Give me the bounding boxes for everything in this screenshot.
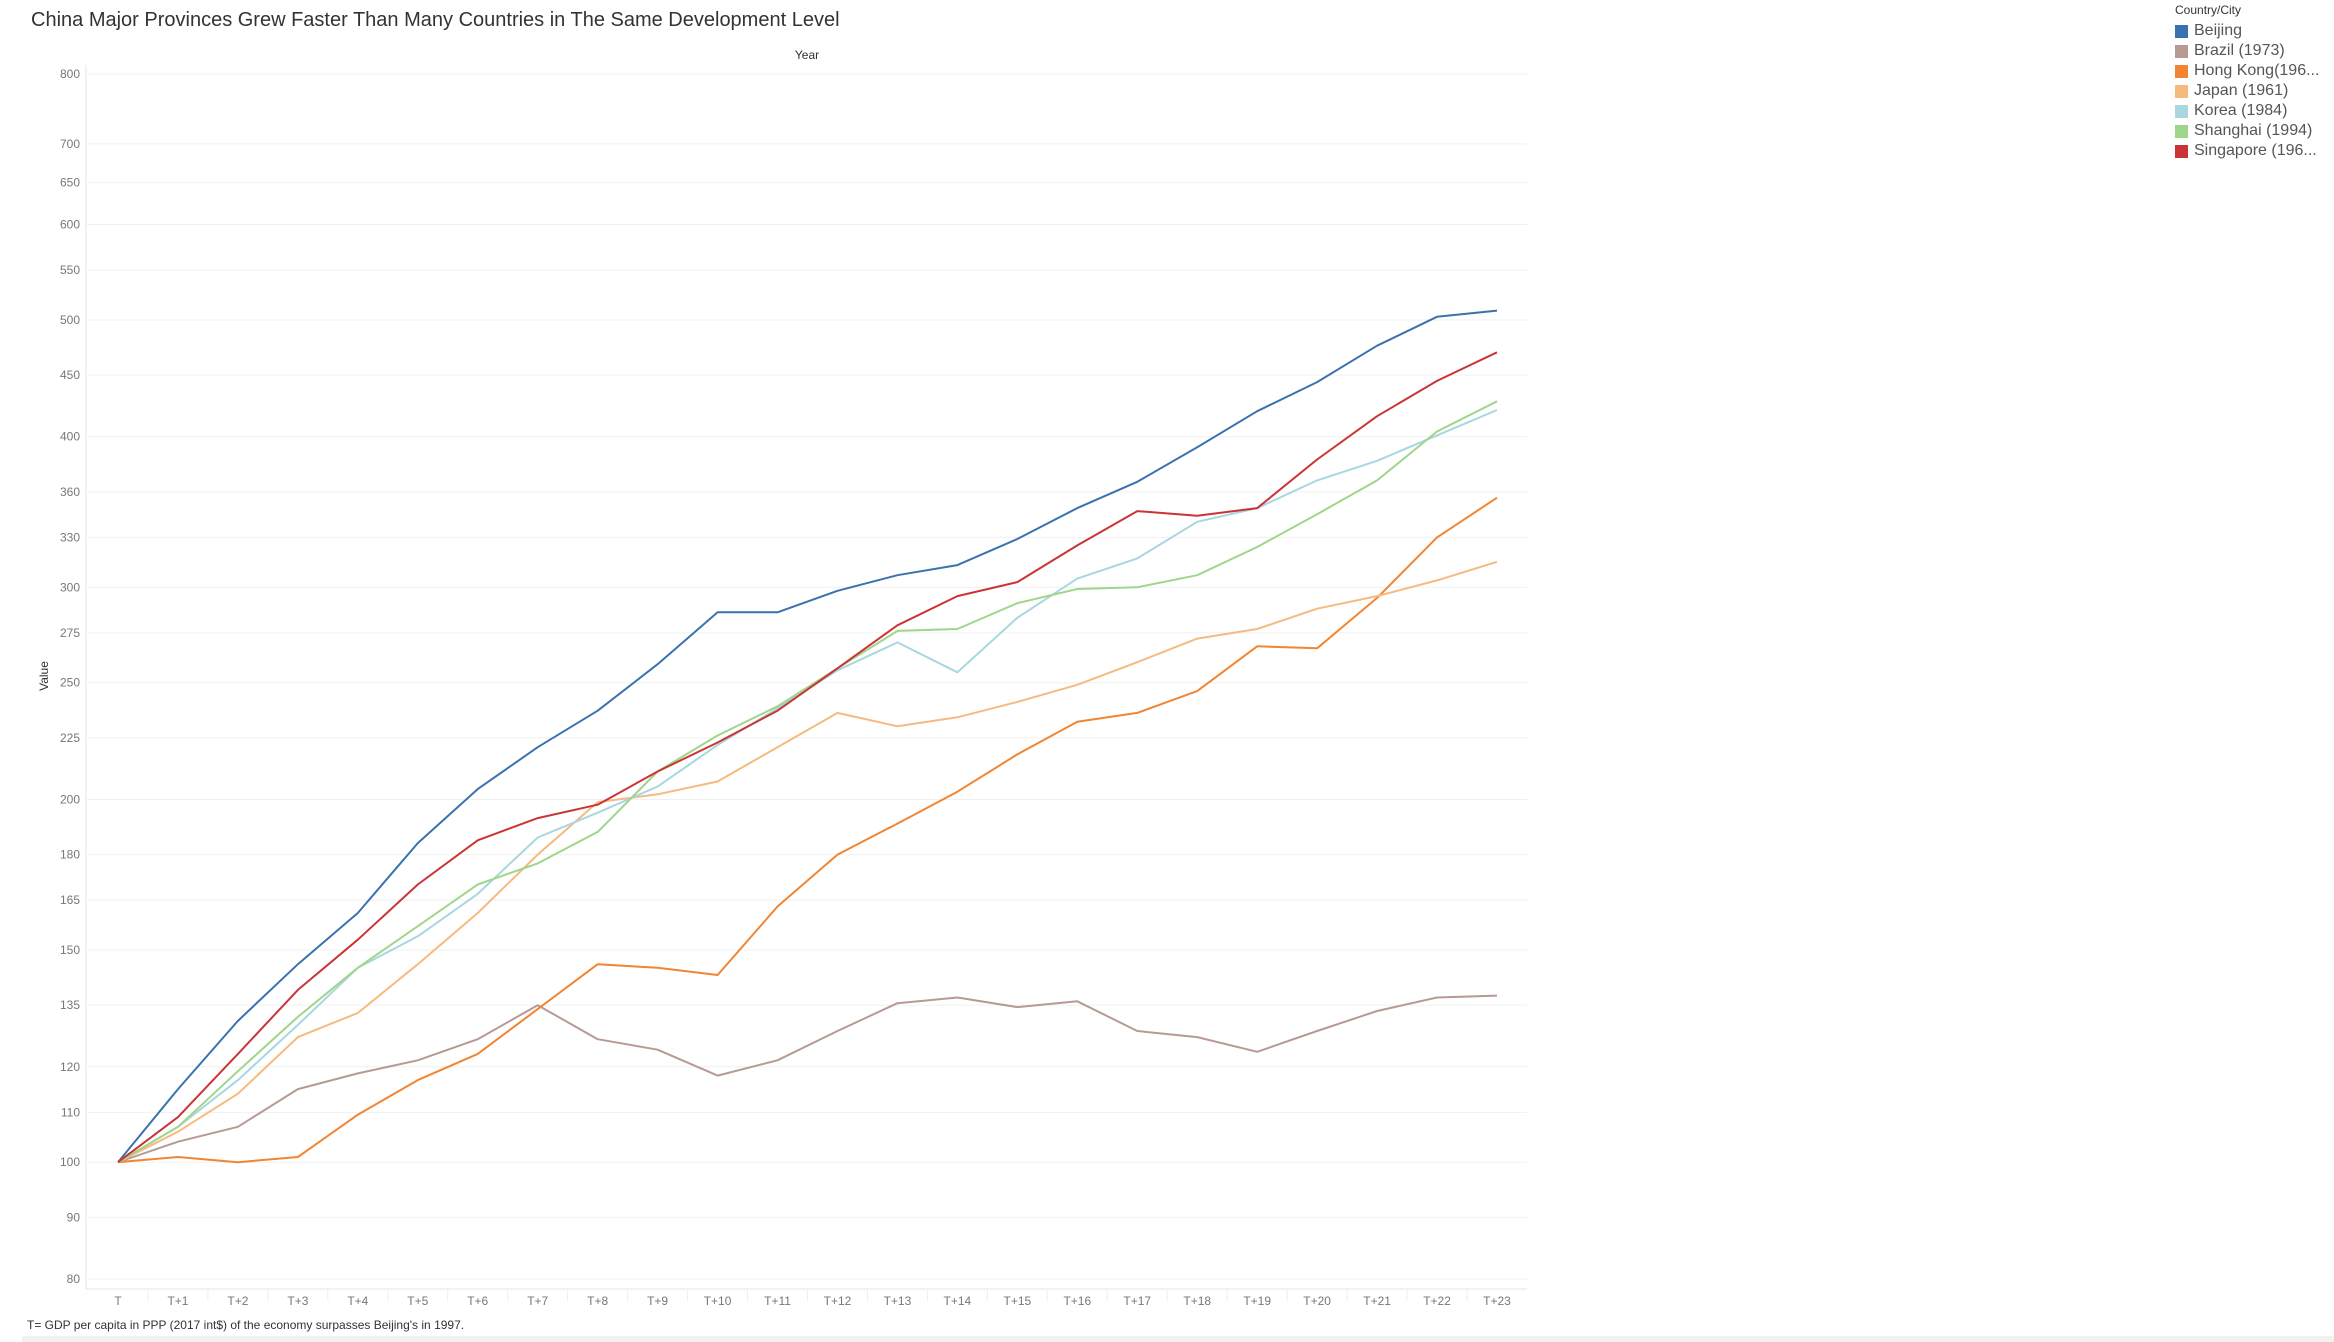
legend-swatch xyxy=(2175,104,2188,118)
x-tick-label: T+23 xyxy=(1483,1294,1511,1308)
x-tick-label: T+17 xyxy=(1123,1294,1151,1308)
x-axis-label: Year xyxy=(795,48,819,62)
y-tick-label: 500 xyxy=(60,313,80,327)
series-line-shanghai-1994[interactable] xyxy=(117,400,1498,1164)
series-line-japan-1961[interactable] xyxy=(117,560,1498,1164)
legend-label: Shanghai (1994) xyxy=(2194,122,2313,139)
bottom-divider xyxy=(22,1336,2334,1342)
x-tick-label: T+6 xyxy=(467,1294,488,1308)
legend: Country/City Beijing Brazil (1973) Hong Ko… xyxy=(2175,3,2334,161)
y-tick-label: 80 xyxy=(67,1272,81,1286)
legend-item[interactable]: Korea (1984) xyxy=(2175,101,2334,121)
y-tick-label: 330 xyxy=(60,530,80,544)
y-tick-label: 100 xyxy=(60,1155,80,1169)
legend-item[interactable]: Shanghai (1994) xyxy=(2175,121,2334,141)
x-tick-label: T+16 xyxy=(1063,1294,1091,1308)
legend-item[interactable]: Brazil (1973) xyxy=(2175,41,2334,61)
legend-swatch xyxy=(2175,24,2188,38)
legend-title: Country/City xyxy=(2175,3,2242,17)
y-tick-label: 165 xyxy=(60,893,80,907)
x-tick-label: T xyxy=(114,1294,122,1308)
legend-label: Beijing xyxy=(2194,22,2243,39)
legend-label: Hong Kong(196... xyxy=(2194,62,2320,79)
x-tick-label: T+8 xyxy=(587,1294,608,1308)
y-tick-label: 110 xyxy=(61,1105,80,1119)
x-tick-label: T+15 xyxy=(1004,1294,1032,1308)
x-tick-label: T+21 xyxy=(1363,1294,1391,1308)
x-tick-label: T+3 xyxy=(287,1294,308,1308)
x-tick-label: T+10 xyxy=(704,1294,732,1308)
y-tick-label: 135 xyxy=(60,998,80,1012)
legend-label: Brazil (1973) xyxy=(2194,42,2285,59)
y-tick-label: 90 xyxy=(67,1210,81,1224)
y-tick-label: 275 xyxy=(60,626,80,640)
x-tick-label: T+22 xyxy=(1423,1294,1451,1308)
x-tick-label: T+2 xyxy=(227,1294,248,1308)
x-tick-label: T+11 xyxy=(764,1294,791,1308)
x-tick-label: T+18 xyxy=(1183,1294,1211,1308)
y-tick-label: 250 xyxy=(60,676,80,690)
y-tick-label: 150 xyxy=(60,943,80,957)
series-line-hong-kong-1962[interactable] xyxy=(117,496,1498,1164)
y-axis-label: Value xyxy=(37,661,51,691)
y-tick-label: 600 xyxy=(60,218,80,232)
legend-swatch xyxy=(2175,44,2188,58)
legend-label: Japan (1961) xyxy=(2194,82,2289,99)
x-tick-label: T+4 xyxy=(347,1294,368,1308)
y-tick-label: 180 xyxy=(60,848,80,862)
x-tick-label: T+5 xyxy=(407,1294,428,1308)
x-tick-label: T+14 xyxy=(944,1294,972,1308)
x-axis-ticks: T T+1 T+2 T+3 T+4 T+5 T+6 T+7 T+8 T+9 T+10 T+11 T+12… xyxy=(114,1289,1511,1308)
y-tick-label: 225 xyxy=(60,731,80,745)
series-line-korea-1984[interactable] xyxy=(117,409,1498,1164)
legend-swatch xyxy=(2175,84,2188,98)
gridlines xyxy=(85,65,1527,1290)
legend-item[interactable]: Hong Kong(196... xyxy=(2175,61,2334,81)
y-tick-label: 200 xyxy=(60,792,80,806)
legend-item[interactable]: Beijing xyxy=(2175,21,2334,41)
y-tick-label: 300 xyxy=(60,580,80,594)
legend-swatch xyxy=(2175,64,2188,78)
y-tick-label: 400 xyxy=(60,430,80,444)
legend-swatch xyxy=(2175,144,2188,158)
chart-title: China Major Provinces Grew Faster Than M… xyxy=(31,9,840,31)
x-tick-label: T+9 xyxy=(647,1294,668,1308)
x-tick-label: T+7 xyxy=(527,1294,548,1308)
legend-label: Korea (1984) xyxy=(2194,102,2288,119)
series-line-brazil-1973[interactable] xyxy=(117,994,1498,1164)
y-tick-label: 650 xyxy=(60,176,80,190)
footnote: T= GDP per capita in PPP (2017 int$) of … xyxy=(27,1318,465,1332)
y-tick-label: 800 xyxy=(60,67,80,81)
x-tick-label: T+19 xyxy=(1243,1294,1271,1308)
x-tick-label: T+13 xyxy=(884,1294,912,1308)
y-tick-label: 120 xyxy=(60,1060,80,1074)
y-tick-label: 450 xyxy=(60,368,80,382)
legend-item[interactable]: Singapore (196... xyxy=(2175,141,2334,161)
legend-label: Singapore (196... xyxy=(2194,142,2317,159)
legend-swatch xyxy=(2175,124,2188,138)
line-chart: 80 90 100 110 120 135 150 165 180 200 225 250 275 300… xyxy=(37,48,1527,1308)
x-tick-label: T+20 xyxy=(1303,1294,1331,1308)
y-tick-label: 550 xyxy=(60,263,80,277)
x-tick-label: T+12 xyxy=(824,1294,852,1308)
x-tick-label: T+1 xyxy=(167,1294,188,1308)
legend-item[interactable]: Japan (1961) xyxy=(2175,81,2334,101)
y-tick-label: 700 xyxy=(60,137,80,151)
series-line-beijing[interactable] xyxy=(117,309,1498,1163)
series-lines xyxy=(117,309,1498,1164)
y-axis-ticks: 80 90 100 110 120 135 150 165 180 200 225 250 275 300… xyxy=(60,67,80,1286)
series-line-singapore-1965[interactable] xyxy=(117,351,1498,1163)
y-tick-label: 360 xyxy=(60,485,80,499)
